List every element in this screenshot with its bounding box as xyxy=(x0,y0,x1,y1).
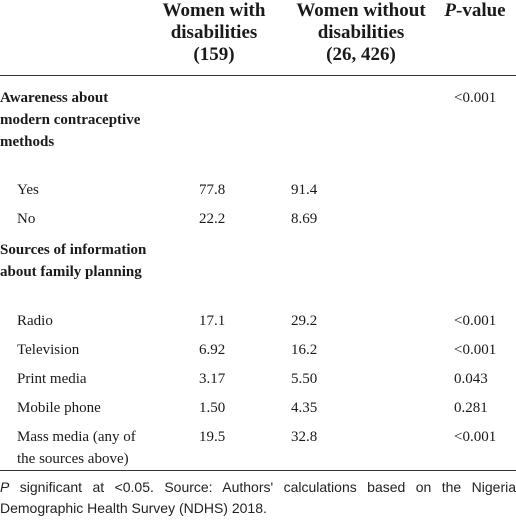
p-value: 0.281 xyxy=(454,400,488,416)
value-without-disabilities: 8.69 xyxy=(291,211,318,227)
row-label: Print media xyxy=(17,371,87,387)
value-with-disabilities: 22.2 xyxy=(199,211,226,227)
value-without-disabilities: 32.8 xyxy=(291,429,318,445)
p-value: 0.043 xyxy=(454,371,488,387)
row-label: Mobile phone xyxy=(17,400,101,416)
row-label: No xyxy=(17,211,36,227)
row-label: Yes xyxy=(17,182,39,198)
value-with-disabilities: 17.1 xyxy=(199,313,226,329)
table-bottom-rule xyxy=(0,470,516,471)
value-without-disabilities: 4.35 xyxy=(291,400,318,416)
value-with-disabilities: 1.50 xyxy=(199,400,226,416)
row-label: Television xyxy=(17,342,80,358)
table-top-rule xyxy=(0,75,516,76)
row-label: Mass media (any of the sources above) xyxy=(17,429,136,467)
value-without-disabilities: 91.4 xyxy=(291,182,318,198)
p-value: <0.001 xyxy=(454,313,497,329)
header-women-without-disabilities: Women without disabilities (26, 426) xyxy=(296,0,426,65)
value-without-disabilities: 5.50 xyxy=(291,371,318,387)
header-p-value: P-value xyxy=(444,0,506,21)
section-label: Awareness about modern contraceptive met… xyxy=(0,90,141,150)
section-label: Sources of information about family plan… xyxy=(0,242,147,280)
section-p-value: <0.001 xyxy=(454,90,497,106)
p-value: <0.001 xyxy=(454,342,497,358)
value-with-disabilities: 3.17 xyxy=(199,371,226,387)
value-without-disabilities: 16.2 xyxy=(291,342,318,358)
value-without-disabilities: 29.2 xyxy=(291,313,318,329)
value-with-disabilities: 6.92 xyxy=(199,342,226,358)
p-value: <0.001 xyxy=(454,429,497,445)
value-with-disabilities: 77.8 xyxy=(199,182,226,198)
value-with-disabilities: 19.5 xyxy=(199,429,226,445)
table-footnote: P significant at <0.05. Source: Authors'… xyxy=(0,479,516,516)
row-label: Radio xyxy=(17,313,53,329)
header-women-with-disabilities: Women with disabilities (159) xyxy=(162,0,266,65)
